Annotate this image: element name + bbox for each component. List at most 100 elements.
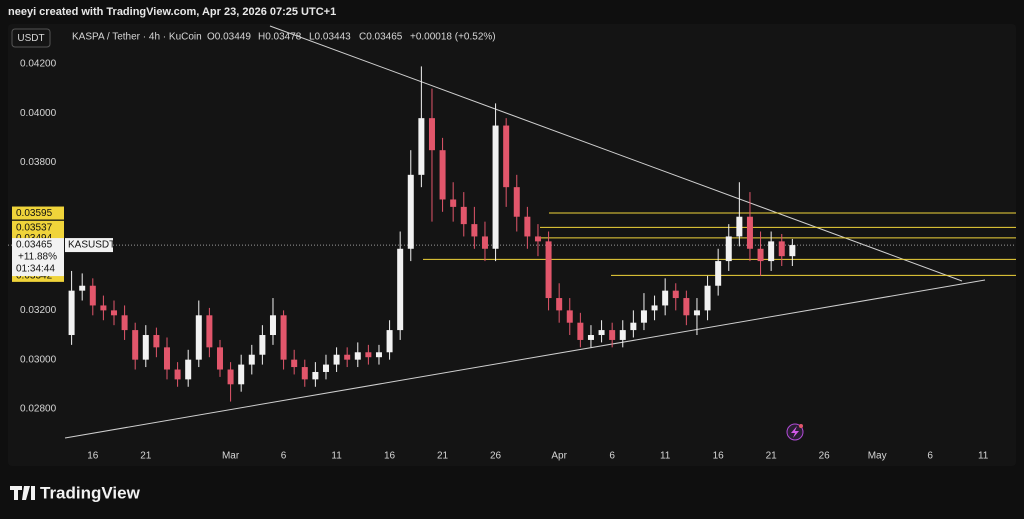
last-price-change: +11.88% bbox=[18, 252, 57, 263]
candle-body bbox=[375, 352, 382, 358]
candle-body bbox=[174, 369, 181, 380]
candle-body bbox=[301, 367, 308, 380]
legend-change: +0.00018 (+0.52%) bbox=[410, 32, 496, 43]
candle-body bbox=[418, 118, 425, 175]
candle-body bbox=[460, 206, 467, 225]
candle-body bbox=[386, 330, 393, 353]
x-tick-label: May bbox=[868, 451, 887, 462]
candle-body bbox=[216, 347, 223, 370]
candle-body bbox=[439, 150, 446, 200]
candle-body bbox=[534, 236, 541, 242]
x-tick-label: 16 bbox=[384, 451, 396, 462]
candle-body bbox=[503, 125, 510, 188]
candle-body bbox=[640, 310, 647, 323]
y-tick-label: 0.03800 bbox=[20, 157, 57, 168]
last-price-box bbox=[12, 238, 64, 277]
logo-text: TradingView bbox=[40, 483, 141, 502]
plot: 16 21 Mar 6 11 16 21 26 Apr 6 11 16 21 26 May 6 11 0.0420… bbox=[8, 59, 1016, 462]
candle-body bbox=[587, 335, 594, 340]
candle-body bbox=[609, 330, 616, 340]
candle-body bbox=[566, 310, 573, 323]
candle-body bbox=[195, 315, 202, 360]
candle-body bbox=[789, 245, 796, 257]
last-price-countdown: 01:34:44 bbox=[16, 264, 55, 275]
candle-body bbox=[227, 369, 234, 385]
candle-body bbox=[354, 352, 361, 360]
legend-symbol: KASPA / Tether · 4h · KuCoin bbox=[72, 32, 202, 43]
candle-body bbox=[407, 174, 414, 249]
trendline-upper bbox=[269, 25, 963, 282]
x-tick-label: 6 bbox=[609, 451, 615, 462]
x-tick-label: 6 bbox=[927, 451, 933, 462]
candle-body bbox=[450, 199, 457, 207]
y-tick-label: 0.04000 bbox=[20, 108, 57, 119]
candle-body bbox=[185, 359, 192, 380]
candle-body bbox=[492, 125, 499, 249]
candle-body bbox=[333, 354, 340, 365]
candle-body bbox=[725, 236, 732, 262]
y-tick-label: 0.03200 bbox=[20, 305, 57, 316]
x-tick-label: 6 bbox=[281, 451, 287, 462]
x-tick-label: Mar bbox=[222, 451, 240, 462]
candle-body bbox=[683, 298, 690, 316]
candle-body bbox=[291, 359, 298, 368]
legend-high: H0.03478 bbox=[258, 32, 302, 43]
legend-low: L0.03443 bbox=[309, 32, 351, 43]
x-tick-label: 21 bbox=[766, 451, 778, 462]
candle-body bbox=[100, 305, 107, 311]
candle-body bbox=[778, 241, 785, 257]
level-label-box bbox=[12, 206, 64, 220]
level-label: 0.03595 bbox=[16, 208, 53, 219]
symbol-label: KASUSDT bbox=[68, 240, 115, 251]
x-tick-label: 21 bbox=[437, 451, 449, 462]
x-tick-label: 11 bbox=[660, 451, 671, 462]
candle-body bbox=[248, 354, 255, 365]
candle-body bbox=[471, 224, 478, 237]
candle-body bbox=[312, 371, 319, 380]
candle-body bbox=[269, 315, 276, 336]
candle-body bbox=[768, 241, 775, 262]
candle-body bbox=[259, 335, 266, 355]
candle-body bbox=[513, 187, 520, 217]
candle-body bbox=[428, 118, 435, 151]
candle-body bbox=[68, 290, 75, 336]
level-label: 0.03537 bbox=[16, 222, 53, 233]
candle-body bbox=[704, 285, 711, 311]
symbol-box bbox=[65, 238, 113, 253]
candle-body bbox=[153, 335, 160, 348]
candle-body bbox=[163, 347, 170, 370]
currency[interactable]: USDT bbox=[17, 33, 44, 44]
y-tick-label: 0.02800 bbox=[20, 404, 57, 415]
alert-bolt bbox=[791, 426, 799, 438]
candle-body bbox=[206, 315, 213, 348]
candle-body bbox=[672, 290, 679, 299]
candle-body bbox=[736, 216, 743, 237]
last-price-label: 0.03465 bbox=[16, 240, 53, 251]
logo-mark bbox=[10, 486, 35, 500]
candle-body bbox=[110, 310, 117, 316]
x-tick-label: 16 bbox=[87, 451, 99, 462]
legend-close: C0.03465 bbox=[359, 32, 403, 43]
candle-body bbox=[651, 305, 658, 311]
currency-box[interactable] bbox=[11, 28, 51, 48]
x-tick-label: 11 bbox=[331, 451, 342, 462]
legend-open: O0.03449 bbox=[207, 32, 251, 43]
candle-body bbox=[344, 354, 351, 360]
candle-body bbox=[121, 315, 128, 331]
x-tick-label: 16 bbox=[713, 451, 725, 462]
alert-dot bbox=[799, 424, 803, 428]
candle-body bbox=[238, 364, 245, 385]
x-tick-label: 26 bbox=[490, 451, 502, 462]
x-tick-label: 11 bbox=[978, 451, 989, 462]
x-tick-label: 21 bbox=[140, 451, 152, 462]
candle-body bbox=[598, 330, 605, 336]
candle-body bbox=[662, 290, 669, 306]
y-tick-label: 0.03000 bbox=[20, 354, 57, 365]
candle-body bbox=[481, 236, 488, 249]
credit: neeyi created with TradingView.com, Apr … bbox=[8, 6, 336, 18]
candle-body bbox=[630, 322, 637, 331]
candle-body bbox=[577, 322, 584, 340]
candle-body bbox=[132, 330, 139, 360]
candle-body bbox=[524, 216, 531, 237]
